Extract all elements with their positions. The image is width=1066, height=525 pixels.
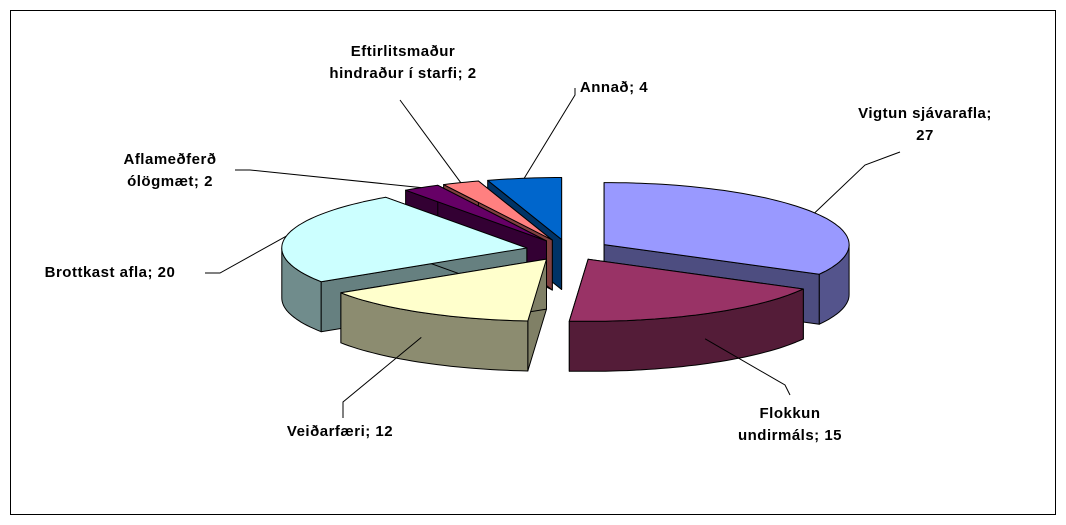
leader-line (342, 337, 422, 418)
slice-top (603, 182, 850, 275)
slice (568, 258, 804, 372)
slice-top (568, 258, 804, 322)
leader-line (523, 88, 576, 179)
data-label: undirmáls; 15 (738, 427, 842, 444)
data-label: ólögmæt; 2 (127, 173, 213, 190)
leader-line (399, 99, 462, 183)
data-label: Brottkast afla; 20 (45, 264, 176, 281)
data-label: Vigtun sjávarafla; (858, 105, 992, 122)
leader-line (814, 151, 901, 214)
chart-frame (10, 10, 1056, 515)
data-label: Annað; 4 (580, 79, 648, 96)
data-label: Flokkun (759, 405, 820, 422)
leader-line (235, 169, 422, 189)
slice-top (340, 258, 547, 322)
data-label: Eftirlitsmaður (351, 43, 456, 60)
data-label: Veiðarfæri; 12 (287, 423, 393, 440)
data-label: hindraður í starfi; 2 (329, 65, 476, 82)
slice-top (487, 177, 563, 240)
leader-line (704, 338, 791, 396)
slice (340, 258, 547, 372)
leader-line (205, 235, 287, 274)
data-label: Aflameðferð (123, 151, 216, 168)
data-label: 27 (916, 127, 934, 144)
